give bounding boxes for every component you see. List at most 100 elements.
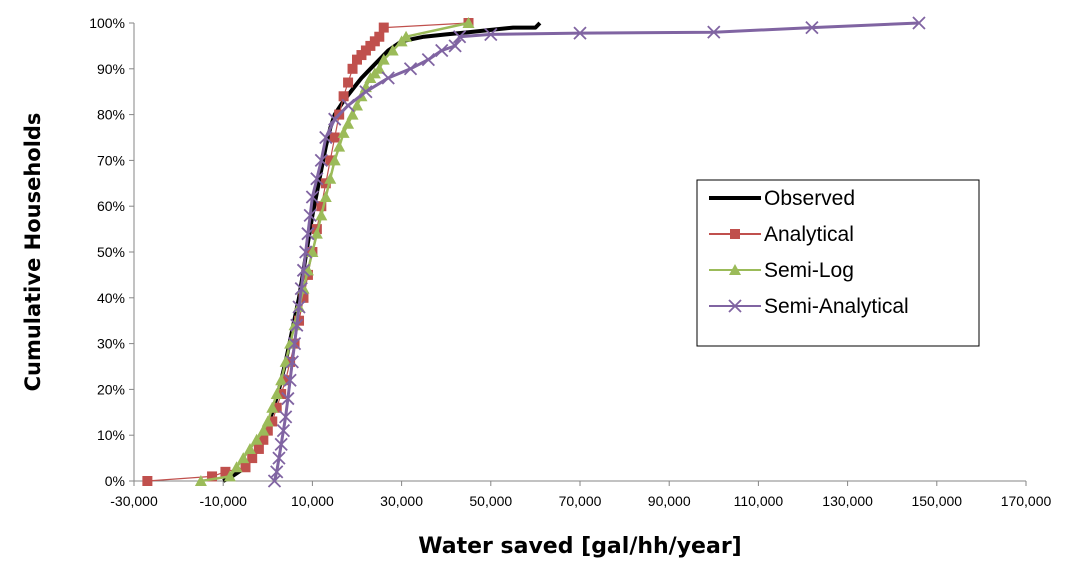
semi-analytical-point (283, 373, 297, 387)
y-tick-label: 80% (97, 107, 125, 123)
analytical-point (343, 77, 354, 88)
axes: 0% 10% 20% 30% 40% 50% 60% 70% 80% 90% 100% -30,000… (89, 15, 1051, 509)
legend-marker-analytical (730, 229, 740, 239)
semi-log-point (194, 475, 207, 486)
y-tick-label: 0% (105, 473, 125, 489)
semi-log-point (337, 126, 350, 138)
semi-log-point (346, 108, 359, 120)
series-layer (142, 16, 926, 488)
semi-analytical-point (272, 451, 286, 465)
semi-analytical-point (912, 16, 926, 30)
semi-log-point (328, 154, 341, 166)
semi-analytical-point (381, 71, 395, 85)
semi-analytical-point (292, 300, 306, 314)
legend-label-observed: Observed (764, 187, 855, 210)
semi-log-point (324, 172, 337, 184)
semi-log-point (250, 433, 263, 445)
semi-log-point (319, 191, 332, 203)
semi-analytical-point (435, 43, 449, 58)
semi-log-point (351, 99, 363, 111)
semi-analytical-point (303, 208, 317, 222)
y-axis-title: Cumulative Households (21, 113, 45, 392)
semi-analytical-point (484, 27, 498, 42)
semi-analytical-point (310, 172, 324, 186)
legend-label-analytical: Analytical (764, 223, 854, 246)
x-tick-label: -10,000 (199, 493, 247, 509)
legend-label-semi-analytical: Semi-Analytical (764, 295, 909, 318)
legend: Observed Analytical Semi-Log Semi-Analytica… (696, 179, 980, 347)
semi-log-point (243, 442, 256, 454)
series-semi-analytical (267, 16, 926, 488)
semi-analytical-point (294, 282, 308, 296)
y-tick-label: 90% (97, 61, 125, 77)
semi-analytical-point (573, 26, 587, 40)
analytical-point (262, 425, 273, 436)
semi-log-point (462, 17, 475, 28)
semi-analytical-point (359, 85, 373, 99)
semi-log-point (342, 117, 355, 129)
y-tick-label: 30% (97, 336, 125, 352)
semi-analytical-point (274, 437, 288, 451)
legend-label-semi-log: Semi-Log (764, 259, 854, 282)
semi-analytical-point (287, 336, 302, 351)
analytical-point (276, 388, 287, 399)
analytical-point (271, 402, 282, 413)
semi-analytical-point (328, 112, 342, 126)
semi-log-point (261, 415, 274, 427)
x-axis-title: Water saved [gal/hh/year] (418, 534, 741, 559)
y-tick-label: 40% (97, 290, 125, 306)
semi-analytical-point (290, 318, 304, 332)
semi-log-point (333, 140, 346, 152)
y-tick-label: 10% (97, 427, 125, 443)
y-tick-label: 100% (89, 15, 125, 31)
analytical-point (285, 356, 296, 367)
x-tick-label: 50,000 (469, 493, 512, 509)
semi-log-point (315, 209, 328, 221)
semi-analytical-point (448, 39, 462, 53)
semi-log-point (310, 227, 323, 239)
semi-log-point (386, 44, 399, 56)
x-tick-label: 10,000 (291, 493, 334, 509)
x-tick-label: 150,000 (911, 493, 962, 509)
semi-analytical-point (299, 245, 313, 259)
semi-analytical-point (270, 465, 284, 479)
series-analytical (142, 18, 474, 486)
analytical-point (280, 375, 291, 386)
semi-log-point (275, 374, 288, 386)
semi-log-point (306, 246, 319, 257)
analytical-point (207, 471, 218, 482)
legend-box (696, 179, 980, 347)
x-tick-label: 70,000 (559, 493, 602, 509)
semi-log-point (270, 387, 283, 399)
analytical-point (316, 201, 327, 212)
legend-marker-semi-log (729, 264, 741, 275)
semi-analytical-point (452, 30, 467, 44)
series-semi-log (194, 17, 475, 486)
semi-analytical-point (403, 62, 418, 76)
semi-log-point (373, 62, 386, 74)
y-tick-label: 20% (97, 381, 125, 397)
semi-analytical-point (805, 20, 819, 35)
semi-analytical-point (301, 227, 315, 241)
analytical-point (378, 22, 389, 33)
semi-log-point (257, 424, 270, 436)
semi-analytical-point (341, 98, 355, 113)
semi-analytical-point (285, 355, 299, 369)
semi-log-point (377, 53, 390, 65)
semi-log-point (279, 355, 292, 367)
analytical-point (338, 91, 349, 102)
analytical-point (329, 132, 340, 143)
semi-log-line (200, 21, 469, 483)
semi-analytical-point (279, 410, 293, 424)
semi-analytical-point (707, 25, 721, 39)
y-tick-label: 70% (97, 152, 125, 168)
analytical-point (325, 155, 336, 166)
x-tick-label: 170,000 (1001, 493, 1052, 509)
semi-analytical-point (296, 263, 311, 277)
semi-log-point (237, 452, 250, 464)
analytical-point (258, 434, 269, 445)
semi-log-point (223, 470, 236, 482)
analytical-point (347, 63, 358, 74)
x-tick-label: 110,000 (734, 493, 784, 509)
